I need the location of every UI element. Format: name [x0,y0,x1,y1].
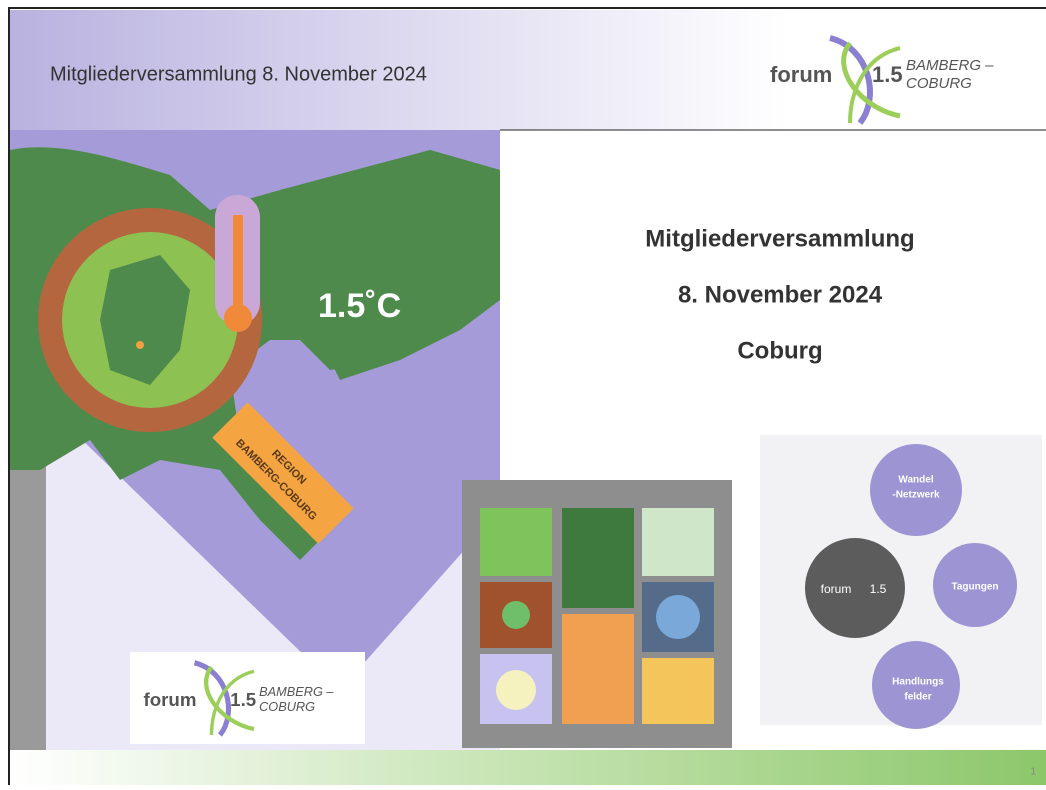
logo-number: 1.5 [230,689,256,710]
collage [462,480,732,748]
node-label: Handlungs [892,677,944,688]
page-number: 1 [1030,767,1036,778]
node-label: felder [904,692,931,703]
temperature-label: 1.5˚C [318,287,401,325]
main-title: Mitgliederversammlung [645,225,914,252]
slide: Mitgliederversammlung 8. November 2024 f… [0,0,1046,785]
logo-region: COBURG [906,75,972,92]
logo-word: forum [144,689,197,710]
center-label: 1.5 [870,582,887,596]
logo-region: BAMBERG – [906,57,994,74]
node-label: Wandel [898,475,933,486]
logo-region: BAMBERG – [259,684,334,699]
node-label: -Netzwerk [892,490,940,501]
footer-band [10,750,1046,785]
logo-word: forum [770,62,832,87]
main-title: Coburg [737,337,822,364]
network-diagram: Wandel -Netzwerk Tagungen Handlungs feld… [760,435,1042,729]
main-title: 8. November 2024 [678,281,883,308]
logo-region: COBURG [259,699,315,714]
logo-number: 1.5 [872,62,903,87]
node-label: Tagungen [951,582,998,593]
header-title: Mitgliederversammlung 8. November 2024 [50,63,427,85]
center-label: forum [821,582,852,596]
